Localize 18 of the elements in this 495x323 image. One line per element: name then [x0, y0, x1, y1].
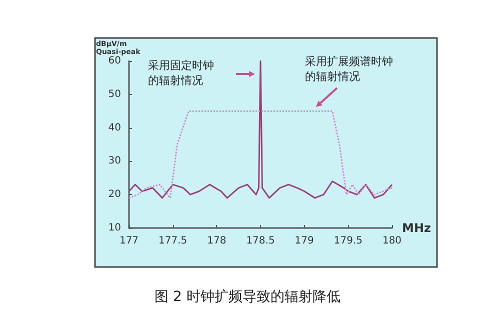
x-tick-label: 177.5	[158, 236, 188, 246]
x-tick-label: 177	[119, 236, 139, 246]
y-tick-label: 60	[108, 56, 121, 66]
text: 图 2 时钟扩频导致的辐射降低	[154, 289, 340, 305]
x-axis-title: MHz	[402, 221, 431, 235]
x-tick-label: 179	[294, 236, 314, 246]
annotation: 采用固定时钟的辐射情况	[148, 59, 214, 87]
x-tick-label: 178.5	[246, 236, 275, 246]
y-tick-label: 30	[108, 156, 121, 167]
x-tick-label: 180	[382, 236, 402, 246]
y-tick-label: 20	[108, 189, 121, 200]
line-series	[128, 110, 393, 199]
y-tick-label: 10	[108, 222, 121, 234]
y-tick-label: 40	[108, 122, 121, 134]
x-tick-label: 179.5	[334, 236, 362, 246]
annotation: 采用扩展频谱时钟的辐射情况	[305, 55, 393, 83]
x-tick-label: 178	[207, 236, 226, 246]
y-tick-label: 50	[108, 88, 121, 100]
